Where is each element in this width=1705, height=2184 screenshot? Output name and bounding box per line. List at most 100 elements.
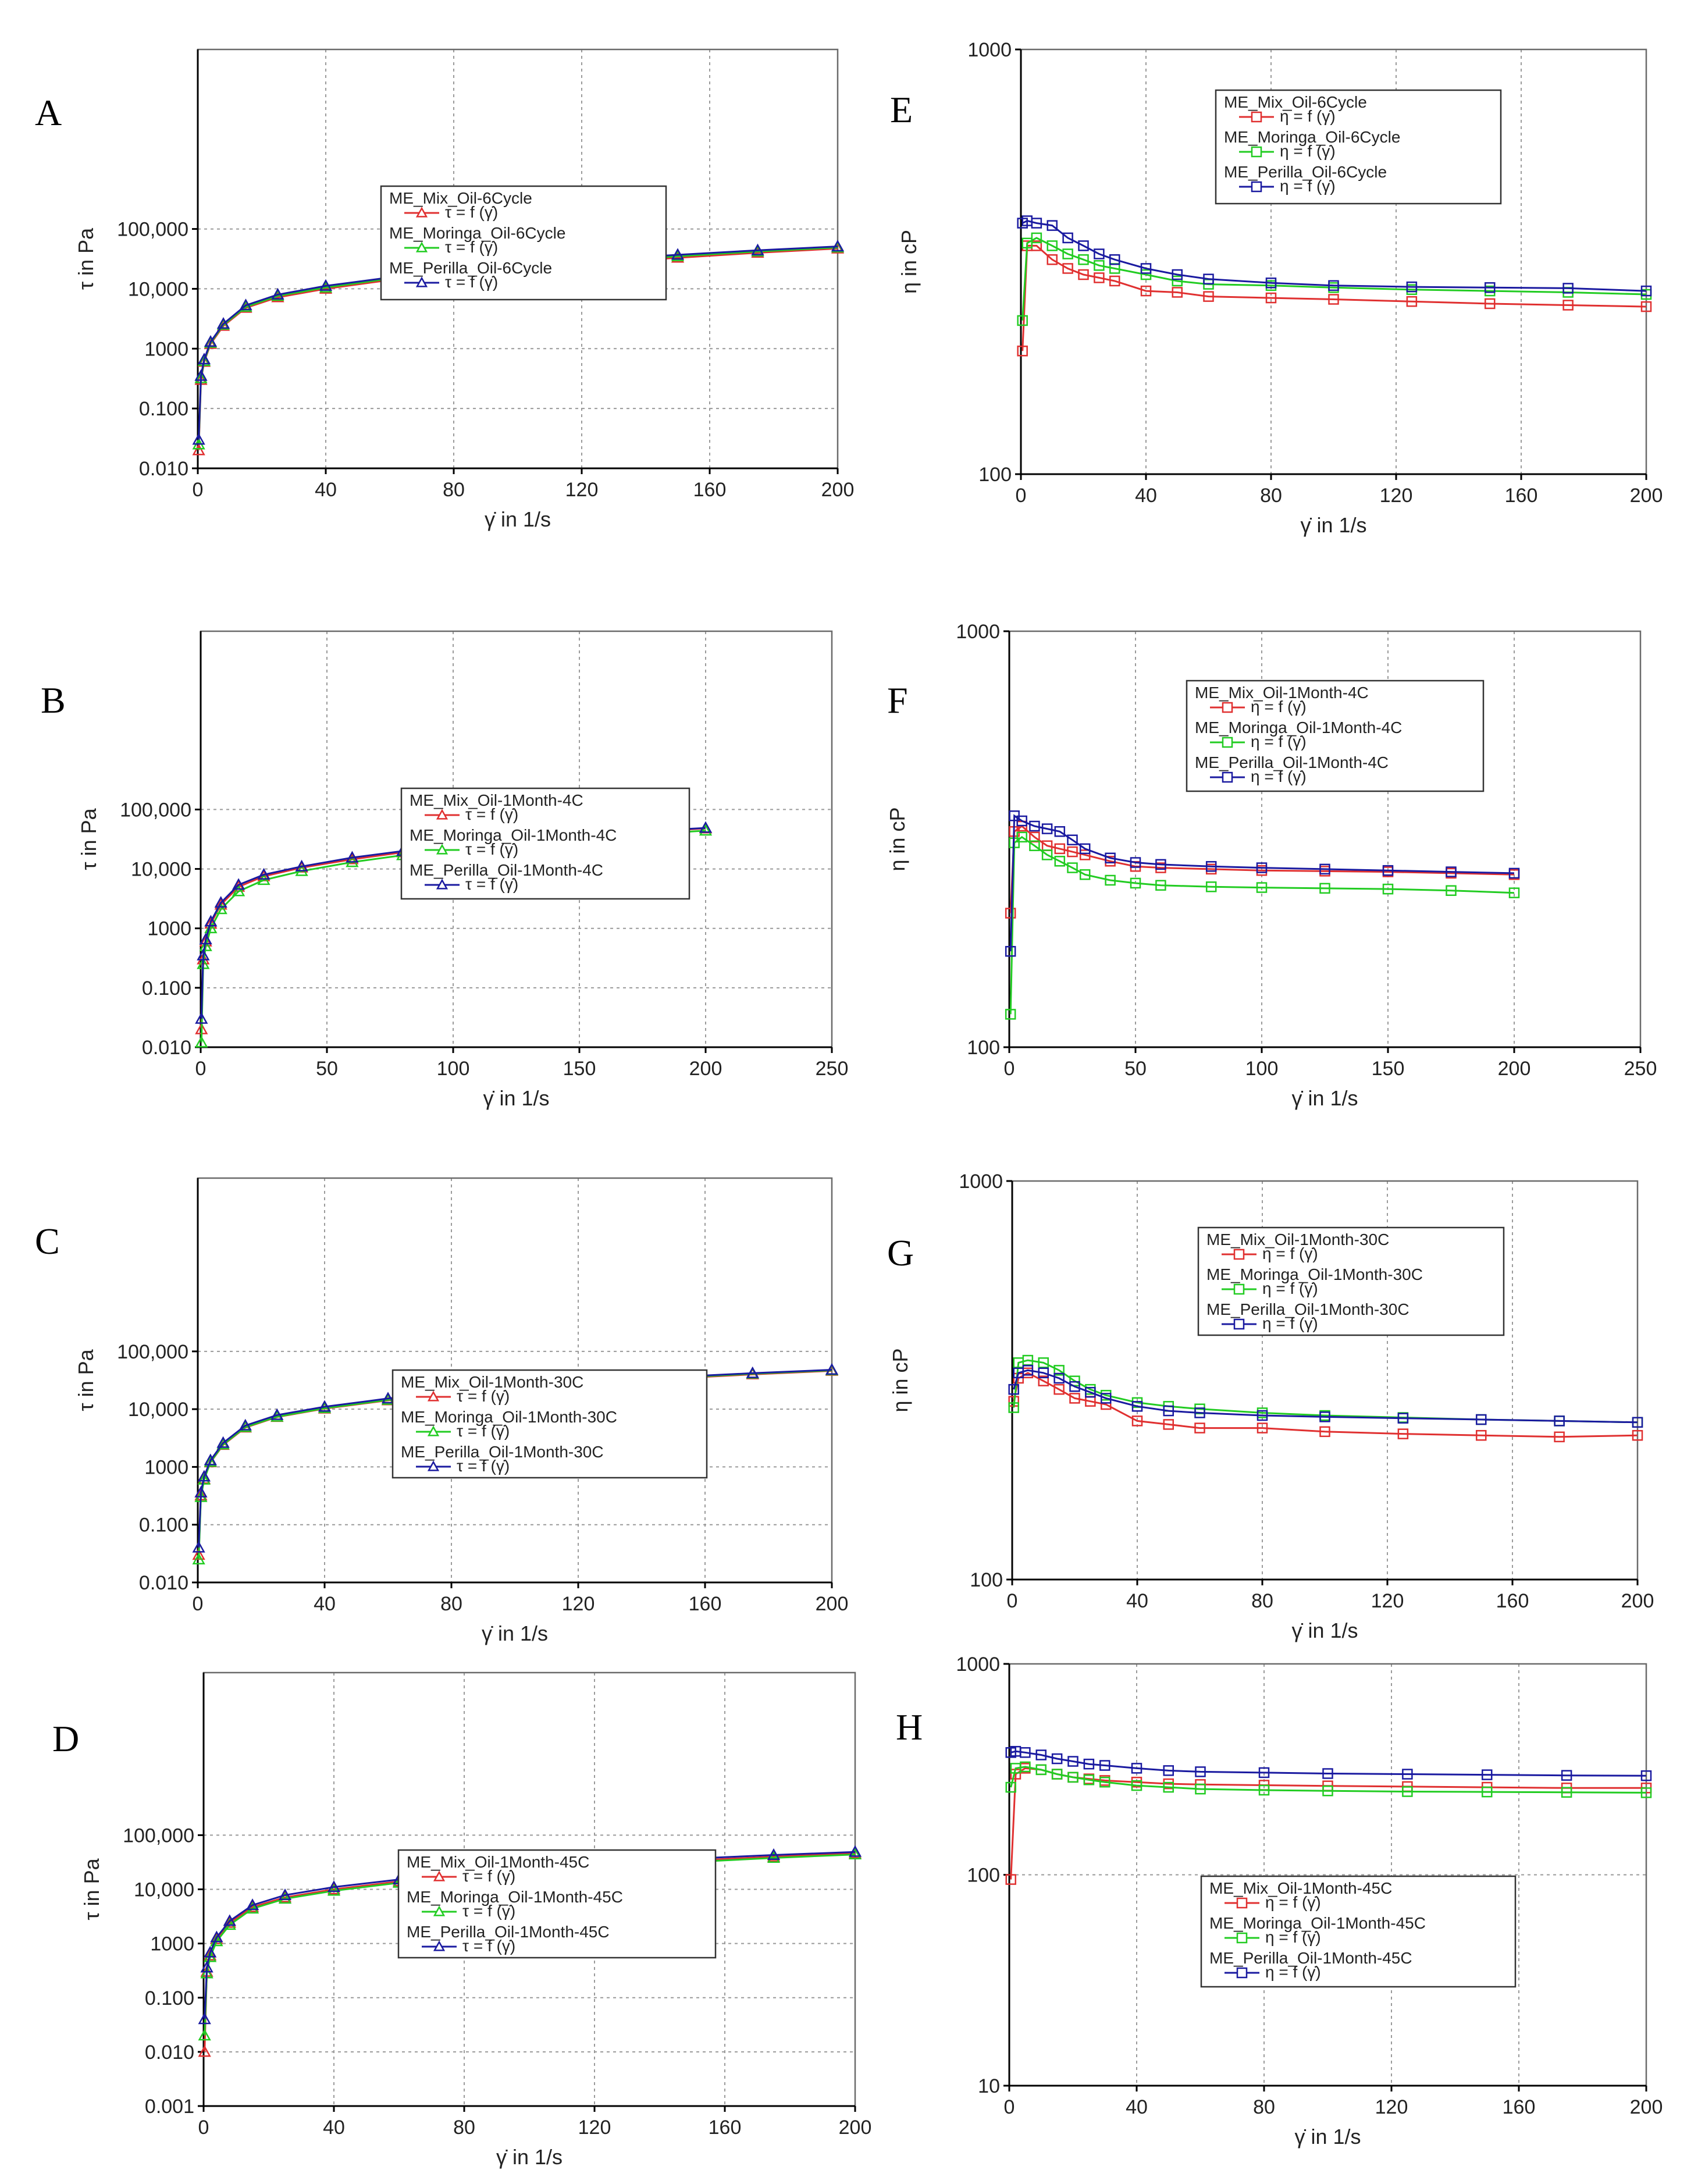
legend-marker bbox=[433, 1940, 446, 1951]
x-tick-label: 200 bbox=[689, 1058, 722, 1080]
y-tick-label: 1000 bbox=[144, 1456, 188, 1478]
data-point bbox=[199, 939, 212, 951]
data-point bbox=[197, 948, 210, 961]
legend-marker bbox=[1233, 1318, 1245, 1330]
series-2 bbox=[1005, 831, 1520, 1020]
data-point bbox=[195, 1036, 208, 1048]
data-point bbox=[1322, 1785, 1333, 1797]
data-point bbox=[1205, 881, 1217, 892]
legend-entry-formula: η = f (γ̇) bbox=[1280, 177, 1336, 195]
y-tick-label: 1000 bbox=[147, 918, 191, 940]
data-point bbox=[1085, 1386, 1096, 1398]
data-point bbox=[746, 1366, 759, 1378]
data-point bbox=[1094, 260, 1105, 271]
x-tick-label: 120 bbox=[578, 2117, 611, 2139]
legend-marker bbox=[1222, 771, 1233, 783]
data-point bbox=[346, 851, 359, 863]
data-point bbox=[319, 279, 333, 291]
x-tick-label: 0 bbox=[198, 2117, 209, 2139]
x-tick-label: 0 bbox=[1004, 2096, 1015, 2118]
data-point bbox=[1069, 1381, 1080, 1392]
x-tick-label: 40 bbox=[323, 2117, 345, 2139]
data-point bbox=[192, 433, 205, 445]
data-point bbox=[1105, 874, 1116, 886]
x-tick-label: 80 bbox=[1251, 1590, 1273, 1612]
x-tick-label: 250 bbox=[816, 1058, 849, 1080]
x-axis-label: γ̇ in 1/s bbox=[483, 1086, 549, 1110]
data-point bbox=[1067, 834, 1078, 845]
data-point bbox=[1079, 843, 1091, 855]
legend: ME_Mix_Oil-1Month-4Cτ = f (γ̇)ME_Moringa… bbox=[400, 787, 690, 900]
panel-letter: F bbox=[887, 680, 908, 721]
legend-entry-formula: τ = f (γ̇) bbox=[462, 1937, 515, 1955]
data-point bbox=[1099, 1760, 1110, 1771]
x-tick-label: 50 bbox=[316, 1058, 338, 1080]
legend-entry-name: ME_Mix_Oil-1Month-4C bbox=[410, 791, 583, 809]
legend-entry-formula: τ = f (γ̇) bbox=[457, 1387, 510, 1405]
chart-panel-b: B 0 50 100 150 200 250 0.010 0.100 1000 10,000 100,… bbox=[41, 630, 849, 1110]
data-point bbox=[1038, 1357, 1049, 1368]
data-point bbox=[1094, 272, 1105, 283]
data-point bbox=[1131, 1780, 1142, 1791]
series-3 bbox=[1005, 810, 1520, 957]
data-point bbox=[1035, 1749, 1047, 1760]
data-point bbox=[1079, 869, 1091, 880]
legend-entry-formula: τ = f (γ̇) bbox=[445, 238, 498, 256]
x-tick-label: 0 bbox=[193, 1593, 204, 1615]
legend-marker bbox=[415, 207, 428, 218]
legend-entry-name: ME_Mix_Oil-1Month-45C bbox=[1209, 1879, 1392, 1897]
y-tick-label: 10,000 bbox=[128, 278, 188, 300]
data-point bbox=[195, 1012, 208, 1024]
x-tick-label: 120 bbox=[1375, 2096, 1408, 2118]
data-point bbox=[1382, 883, 1394, 895]
data-point bbox=[204, 1455, 217, 1467]
data-point bbox=[1322, 1768, 1333, 1779]
legend-entry-name: ME_Perilla_Oil-1Month-4C bbox=[1195, 753, 1389, 771]
data-point bbox=[1194, 1407, 1205, 1418]
y-tick-label: 100,000 bbox=[120, 799, 191, 821]
x-tick-label: 160 bbox=[689, 1593, 722, 1615]
data-point bbox=[1319, 863, 1330, 875]
data-point bbox=[1319, 1426, 1330, 1438]
legend-entry-name: ME_Moringa_Oil-1Month-30C bbox=[401, 1408, 617, 1426]
legend-marker bbox=[1236, 1967, 1248, 1979]
y-tick-label: 0.010 bbox=[145, 2041, 194, 2064]
y-tick-label: 0.100 bbox=[139, 1514, 188, 1536]
data-point bbox=[1031, 218, 1042, 229]
data-point bbox=[1067, 1756, 1078, 1767]
legend-entry-name: ME_Perilla_Oil-1Month-4C bbox=[410, 861, 603, 879]
data-point bbox=[1328, 280, 1339, 291]
legend-box bbox=[397, 1849, 717, 1959]
data-point bbox=[699, 824, 713, 836]
y-tick-label: 10,000 bbox=[131, 859, 191, 881]
data-point bbox=[216, 1436, 230, 1448]
y-tick-label: 0.100 bbox=[139, 398, 188, 420]
data-point bbox=[1047, 254, 1058, 265]
data-point bbox=[204, 335, 218, 347]
data-point bbox=[1041, 849, 1053, 860]
legend-box bbox=[400, 787, 690, 900]
panel-letter: E bbox=[890, 89, 913, 130]
legend-entry-name: ME_Mix_Oil-6Cycle bbox=[1224, 93, 1367, 111]
x-tick-label: 250 bbox=[1624, 1058, 1657, 1080]
data-point bbox=[1109, 275, 1120, 287]
legend-entry-formula: τ = f (γ̇) bbox=[457, 1422, 510, 1440]
data-point bbox=[1099, 1776, 1110, 1788]
legend-entry-name: ME_Mix_Oil-1Month-45C bbox=[407, 1853, 589, 1871]
series-3 bbox=[1008, 1365, 1643, 1428]
x-tick-label: 0 bbox=[193, 479, 204, 501]
y-tick-label: 10,000 bbox=[134, 1879, 194, 1901]
data-point bbox=[1022, 1354, 1034, 1366]
x-axis-label: γ̇ in 1/s bbox=[485, 507, 551, 531]
data-point bbox=[1194, 1422, 1205, 1434]
data-point bbox=[198, 2012, 211, 2025]
legend-marker bbox=[1233, 1283, 1245, 1295]
x-axis-label: γ̇ in 1/s bbox=[1291, 1086, 1358, 1110]
data-point bbox=[1258, 1767, 1270, 1778]
y-tick-label: 10 bbox=[978, 2075, 1000, 2097]
data-point bbox=[1397, 1428, 1409, 1439]
data-point bbox=[192, 1552, 205, 1564]
x-tick-label: 200 bbox=[1621, 1590, 1654, 1612]
data-point bbox=[1130, 857, 1141, 868]
